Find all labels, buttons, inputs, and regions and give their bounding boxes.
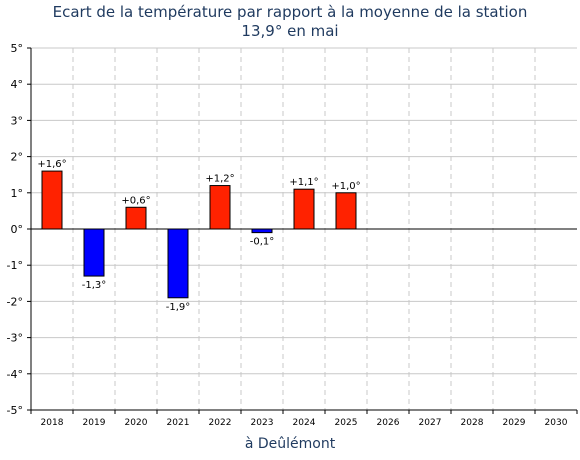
data-label: +1,2° — [205, 174, 234, 185]
bar — [335, 192, 357, 230]
x-tick-label: 2018 — [41, 418, 64, 428]
data-label: +1,0° — [331, 181, 360, 192]
data-label: -1,3° — [82, 280, 107, 291]
y-tick-label: -5° — [7, 404, 23, 417]
x-tick-label: 2026 — [377, 418, 400, 428]
x-tick-label: 2027 — [419, 418, 442, 428]
x-tick-label: 2024 — [293, 418, 316, 428]
bar — [83, 228, 105, 277]
x-tick-label: 2019 — [83, 418, 106, 428]
x-tick-label: 2023 — [251, 418, 274, 428]
x-tick-label: 2029 — [503, 418, 526, 428]
data-label: +0,6° — [121, 195, 150, 206]
x-tick-label: 2022 — [209, 418, 232, 428]
y-tick-label: -3° — [7, 332, 23, 345]
data-label: +1,1° — [289, 177, 318, 188]
x-tick-label: 2028 — [461, 418, 484, 428]
bar — [125, 206, 147, 230]
chart-title: Ecart de la température par rapport à la… — [52, 3, 528, 21]
bar — [209, 185, 231, 230]
bar — [293, 188, 315, 230]
y-tick-label: -4° — [7, 368, 23, 381]
x-tick-label: 2030 — [545, 418, 568, 428]
y-tick-label: 3° — [11, 114, 24, 127]
data-label: +1,6° — [37, 159, 66, 170]
y-tick-label: 1° — [11, 187, 24, 200]
y-tick-label: -1° — [7, 259, 23, 272]
data-label: -1,9° — [166, 302, 191, 313]
bar — [41, 170, 63, 230]
x-tick-label: 2021 — [167, 418, 190, 428]
chart-subtitle: 13,9° en mai — [241, 22, 339, 40]
y-tick-label: 2° — [11, 151, 24, 164]
y-tick-label: 4° — [11, 78, 24, 91]
x-tick-label: 2025 — [335, 418, 358, 428]
x-tick-label: 2020 — [125, 418, 148, 428]
y-tick-label: 0° — [11, 223, 24, 236]
bar — [167, 228, 189, 299]
data-label: -0,1° — [250, 237, 275, 248]
y-tick-label: 5° — [11, 42, 24, 55]
bar — [251, 228, 273, 234]
x-axis-label: à Deûlémont — [244, 436, 336, 452]
y-tick-label: -2° — [7, 295, 23, 308]
